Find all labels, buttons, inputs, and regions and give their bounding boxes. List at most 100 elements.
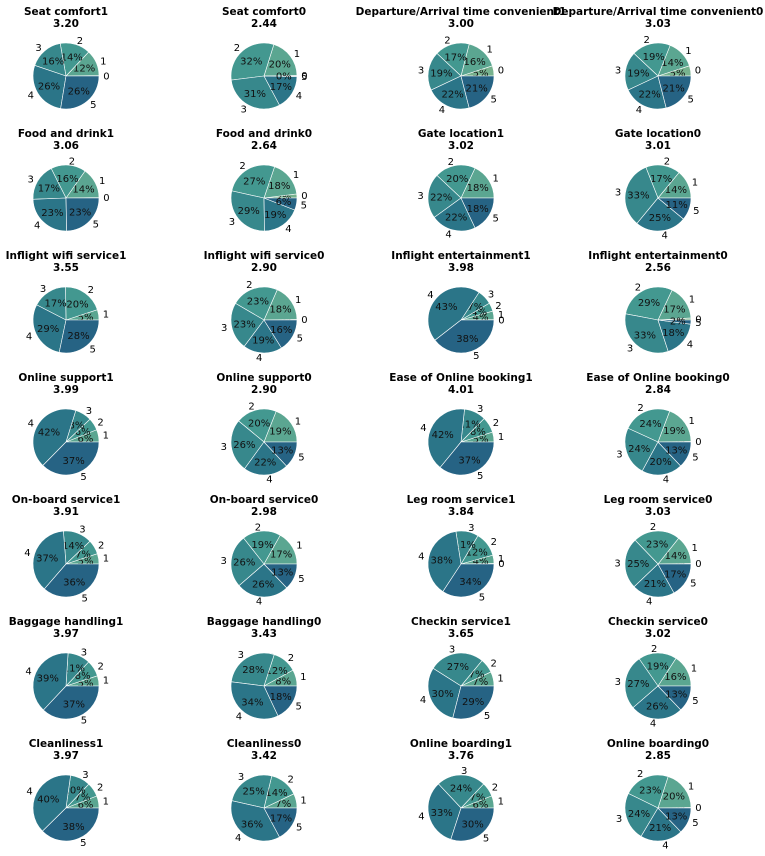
chart-title: Food and drink0 [216,128,312,140]
slice-percent-label: 7% [467,302,483,313]
slice-percent-label: 42% [432,430,454,441]
slice-percent-label: 23% [41,208,63,219]
pie-slice-5 [439,441,495,476]
slice-category-label: 2 [637,403,643,414]
slice-percent-label: 40% [37,795,59,806]
slice-percent-label: 17% [44,299,66,310]
pie-slice-4 [32,304,67,353]
slice-category-label: 4 [296,91,302,102]
chart-title: Departure/Arrival time convenient1 [356,6,567,18]
slice-category-label: 5 [301,72,307,83]
slice-category-label: 5 [298,574,304,585]
chart-subtitle: 2.98 [251,506,277,518]
slice-percent-label: 19% [251,540,273,551]
pie-chart-leg-room-service0: Leg room service03.030%014%123%225%321%4… [604,494,713,607]
pie-slice-5 [43,563,100,598]
slice-category-label: 4 [636,105,642,116]
pie-slice-3 [624,166,659,224]
slice-category-label: 2 [288,775,294,786]
chart-title: Online support1 [18,372,113,384]
slice-percent-label: 39% [37,674,59,685]
slice-category-label: 3 [221,442,227,453]
slice-category-label: 2 [491,659,497,670]
slice-percent-label: 32% [240,56,262,67]
slice-category-label: 2 [651,644,657,655]
pie-slice-2 [65,286,98,321]
slice-category-label: 5 [493,214,499,225]
slice-category-label: 3 [468,523,474,534]
slice-category-label: 1 [295,295,301,306]
slice-percent-label: 20% [66,299,88,310]
pie-slice-4 [32,652,69,711]
slice-percent-label: 13% [665,811,687,822]
pie-slice-5 [657,685,692,711]
slice-percent-label: 8% [470,427,486,438]
slice-category-label: 5 [90,100,96,111]
pie-slice-5 [263,685,298,717]
pie-slice-4 [32,408,77,466]
slice-percent-label: 17% [664,570,686,581]
slice-category-label: 2 [664,157,670,168]
slice-percent-label: 7% [469,792,485,803]
slice-category-label: 1 [103,554,109,565]
slice-percent-label: 38% [62,822,84,833]
slice-category-label: 1 [688,781,694,792]
slice-percent-label: 14% [665,551,687,562]
slice-category-label: 5 [296,823,302,834]
slice-category-label: 1 [296,541,302,552]
slice-category-label: 1 [691,664,697,675]
slice-category-label: 4 [662,231,668,242]
chart-title: Inflight wifi service0 [204,250,325,262]
slice-percent-label: 23% [247,297,269,308]
slice-category-label: 5 [90,344,96,355]
pie-slice-2 [436,164,476,199]
slice-percent-label: 43% [435,302,457,313]
chart-title: Inflight entertainment1 [391,250,530,262]
slice-percent-label: 11% [665,200,687,211]
slice-percent-label: 19% [252,335,274,346]
slice-category-label: 5 [483,834,489,845]
slice-percent-label: 8% [275,677,291,688]
slice-category-label: 5 [693,206,699,217]
pie-slice-1 [263,44,298,77]
slice-percent-label: 17% [270,82,292,93]
slice-category-label: 3 [35,43,41,54]
pie-chart-inflight-wifi-service0: Inflight wifi service02.900%018%123%223%… [204,250,325,364]
slice-percent-label: 20% [248,418,270,429]
slice-category-label: 5 [81,716,87,727]
pie-chart-food-and-drink0: Food and drink02.642%018%127%229%319%46%… [216,128,312,235]
slice-percent-label: 17% [444,53,466,64]
slice-percent-label: 37% [36,553,58,564]
slice-category-label: 4 [28,91,34,102]
chart-subtitle: 2.64 [251,140,277,152]
slice-category-label: 2 [444,36,450,47]
slice-category-label: 3 [86,406,92,417]
slice-percent-label: 6% [75,427,91,438]
pie-slice-3 [624,313,669,354]
chart-subtitle: 3.03 [645,506,671,518]
chart-subtitle: 3.99 [53,384,79,396]
slice-category-label: 4 [427,290,433,301]
chart-title: Leg room service0 [604,494,713,506]
slice-category-label: 4 [285,224,291,235]
slice-percent-label: 29% [462,697,484,708]
pie-slice-5 [657,563,692,594]
pie-slice-2 [243,530,281,565]
pie-slice-1 [657,410,692,443]
chart-title: Online boarding0 [607,738,709,750]
chart-title: Ease of Online booking1 [389,372,532,384]
slice-percent-label: 34% [241,698,263,709]
pie-chart-online-boarding0: Online boarding02.850%020%123%224%321%41… [607,738,709,852]
pie-slice-5 [60,75,100,110]
slice-category-label: 1 [487,44,493,55]
slice-percent-label: 12% [466,548,488,559]
slice-percent-label: 14% [62,541,84,552]
pie-slice-5 [263,75,298,77]
pie-chart-ease-of-online-booking0: Ease of Online booking02.840%019%124%224… [586,372,729,486]
slice-category-label: 3 [241,105,247,116]
